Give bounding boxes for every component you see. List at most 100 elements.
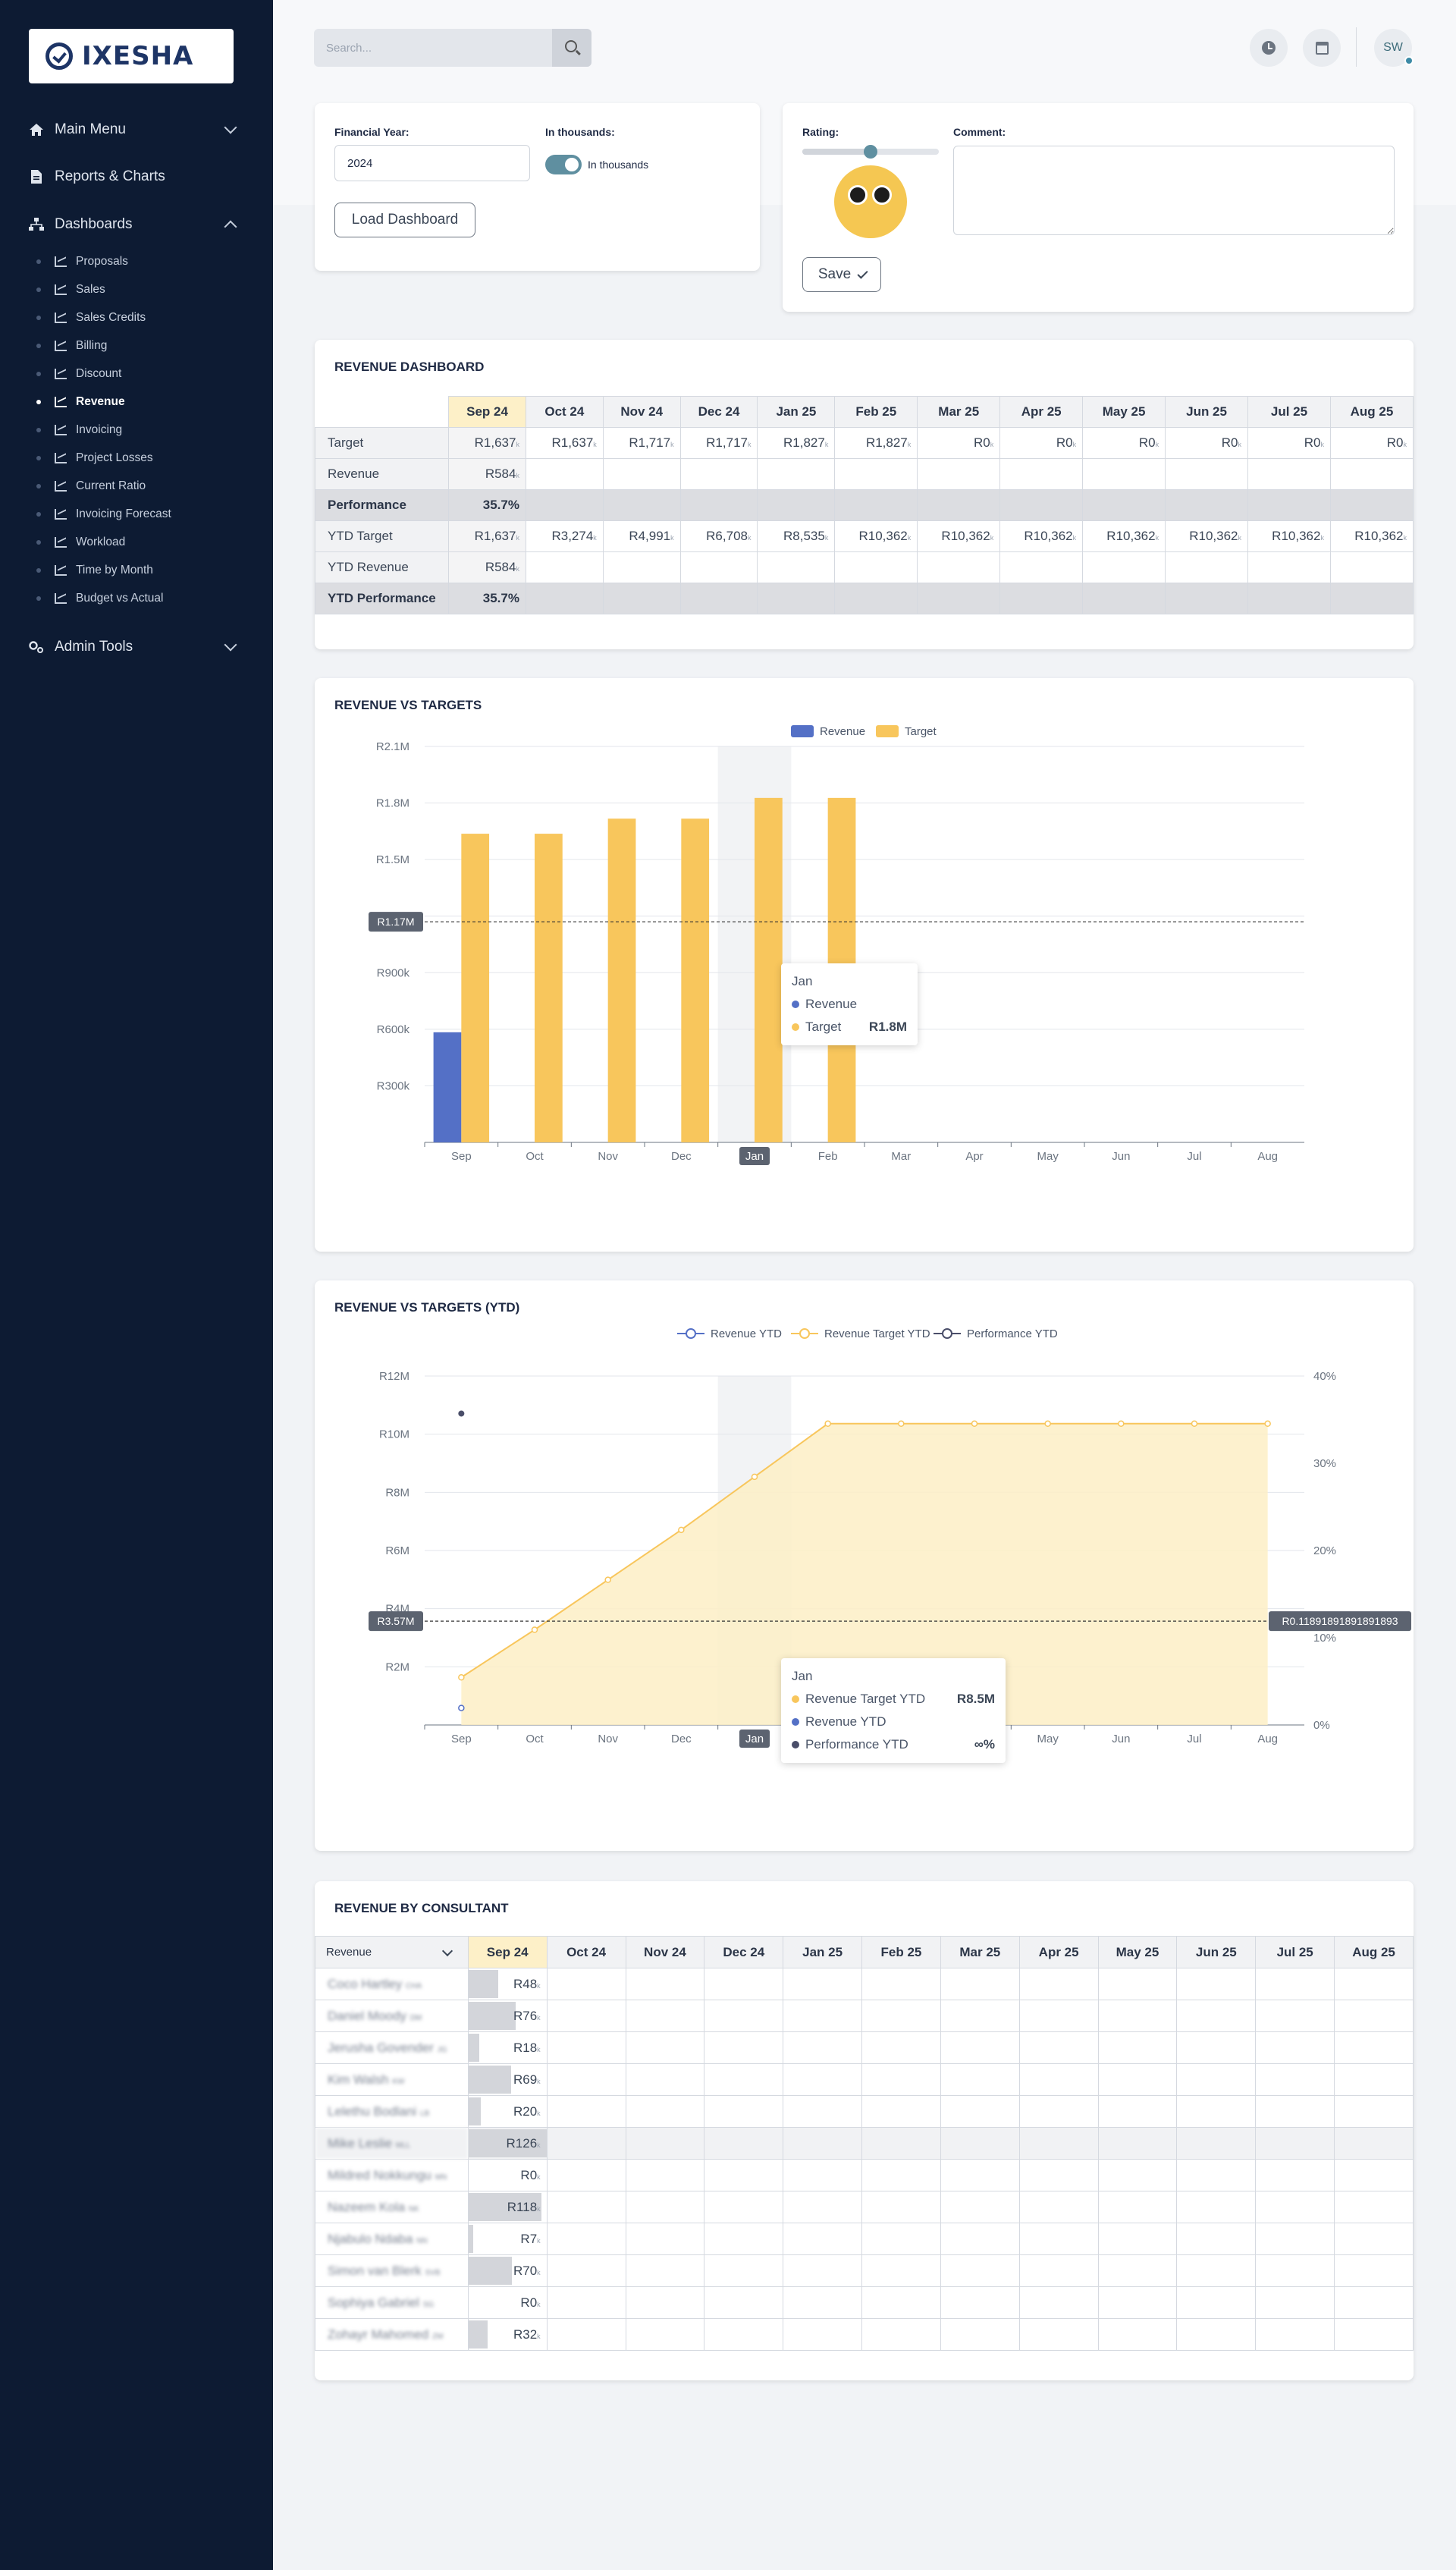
metric-select[interactable]: Revenue bbox=[315, 1936, 469, 1968]
bar-target[interactable] bbox=[681, 818, 710, 1142]
sidebar-item-sales[interactable]: Sales bbox=[36, 283, 105, 297]
tooltip-value: ∞% bbox=[974, 1737, 995, 1752]
legend-label[interactable]: Target bbox=[905, 725, 937, 738]
target-point[interactable] bbox=[604, 1576, 611, 1583]
legend-label[interactable]: Revenue bbox=[820, 725, 865, 738]
table-cell bbox=[1334, 2095, 1414, 2128]
sidebar-item-billing[interactable]: Billing bbox=[36, 339, 107, 353]
legend-label[interactable]: Revenue YTD bbox=[711, 1327, 782, 1340]
consultant-row[interactable]: Daniel Moody DM R76k bbox=[315, 2000, 1414, 2032]
consultant-row[interactable]: Zohayr Mahomed ZM R32k bbox=[315, 2318, 1414, 2351]
search-button[interactable] bbox=[552, 29, 592, 67]
avatar[interactable]: SW bbox=[1374, 29, 1414, 67]
financial-year-input[interactable] bbox=[334, 145, 530, 181]
target-point[interactable] bbox=[1044, 1420, 1051, 1428]
target-point[interactable] bbox=[1191, 1420, 1198, 1428]
target-point[interactable] bbox=[751, 1473, 758, 1481]
target-point[interactable] bbox=[971, 1420, 978, 1428]
sidebar-item-time-by-month[interactable]: Time by Month bbox=[36, 564, 153, 577]
table-cell bbox=[625, 2095, 705, 2128]
bar-target[interactable] bbox=[461, 834, 490, 1142]
cell-value: R1,717 bbox=[629, 435, 671, 450]
bullet-dot bbox=[36, 316, 41, 320]
sidebar-item-discount[interactable]: Discount bbox=[36, 367, 121, 381]
consultant-row[interactable]: Njabulo Ndaba NN R7k bbox=[315, 2223, 1414, 2255]
cell-value: R10,362 bbox=[1024, 529, 1073, 543]
bar-revenue[interactable] bbox=[433, 1032, 462, 1142]
rating-slider-handle[interactable] bbox=[864, 145, 877, 159]
legend-marker[interactable] bbox=[942, 1328, 952, 1339]
revenue-ytd-point[interactable] bbox=[458, 1704, 465, 1711]
target-point[interactable] bbox=[898, 1420, 905, 1428]
consultant-row[interactable]: Mike Leslie MLL R126k bbox=[315, 2127, 1414, 2160]
month-header: Dec 24 bbox=[679, 396, 758, 428]
consultant-row[interactable]: Coco Hartley CHA R48k bbox=[315, 1968, 1414, 2000]
consultant-row[interactable]: Nazeem Kola NK R118k bbox=[315, 2191, 1414, 2223]
sidebar-item-sales-credits[interactable]: Sales Credits bbox=[36, 311, 146, 325]
sidebar-item-proposals[interactable]: Proposals bbox=[36, 255, 128, 269]
load-dashboard-button[interactable]: Load Dashboard bbox=[334, 203, 475, 237]
table-cell: R3,274k bbox=[525, 520, 604, 552]
table-cell bbox=[1018, 2031, 1099, 2064]
rating-label: Rating: bbox=[802, 126, 839, 138]
sidebar-item-current-ratio[interactable]: Current Ratio bbox=[36, 479, 146, 493]
sidebar-item-invoicing[interactable]: Invoicing bbox=[36, 423, 122, 437]
month-header: Jul 25 bbox=[1247, 396, 1331, 428]
consultant-name: Mike Leslie MLL bbox=[315, 2127, 469, 2160]
x-tick-label: Jan bbox=[745, 1150, 764, 1163]
history-button[interactable] bbox=[1250, 29, 1288, 67]
legend-marker[interactable] bbox=[686, 1328, 696, 1339]
nav-reports[interactable]: Reports & Charts bbox=[29, 168, 235, 185]
consultant-row[interactable]: Jerusha Govender JG R18k bbox=[315, 2031, 1414, 2064]
consultant-sep-value: R0k bbox=[467, 2286, 548, 2319]
nav-main-menu[interactable]: Main Menu bbox=[29, 121, 237, 138]
sidebar-item-invoicing-forecast[interactable]: Invoicing Forecast bbox=[36, 507, 171, 521]
logo[interactable]: IXESHA bbox=[29, 29, 234, 83]
bar-target[interactable] bbox=[755, 797, 783, 1142]
target-point[interactable] bbox=[1118, 1420, 1125, 1428]
target-line[interactable] bbox=[460, 1422, 1268, 1679]
nav-admin-tools[interactable]: Admin Tools bbox=[29, 638, 237, 655]
consultant-row[interactable]: Kim Walsh KW R69k bbox=[315, 2063, 1414, 2096]
cell-value: R10,362 bbox=[858, 529, 908, 543]
search-input[interactable] bbox=[314, 29, 551, 67]
table-cell: R1,637k bbox=[448, 427, 526, 459]
legend-swatch[interactable] bbox=[791, 725, 814, 737]
tooltip-value: R8.5M bbox=[956, 1692, 995, 1706]
calendar-button[interactable] bbox=[1303, 29, 1341, 67]
thousands-toggle[interactable] bbox=[545, 155, 582, 174]
sidebar-item-workload[interactable]: Workload bbox=[36, 536, 125, 549]
target-point[interactable] bbox=[531, 1626, 538, 1633]
save-button[interactable]: Save bbox=[802, 257, 881, 292]
target-point[interactable] bbox=[1264, 1420, 1271, 1428]
performance-point[interactable] bbox=[458, 1410, 465, 1417]
table-cell bbox=[625, 2031, 705, 2064]
rating-slider[interactable] bbox=[802, 145, 939, 159]
unit-suffix: k bbox=[670, 534, 674, 542]
target-point[interactable] bbox=[678, 1526, 685, 1534]
sidebar-item-project-losses[interactable]: Project Losses bbox=[36, 451, 153, 465]
sidebar-item-label: Invoicing Forecast bbox=[76, 507, 171, 520]
sidebar-item-revenue[interactable]: Revenue bbox=[36, 395, 125, 409]
bar-target[interactable] bbox=[535, 834, 563, 1142]
legend-label[interactable]: Revenue Target YTD bbox=[824, 1327, 930, 1340]
comment-textarea[interactable] bbox=[953, 146, 1395, 235]
target-point[interactable] bbox=[458, 1673, 465, 1681]
bullet-dot bbox=[36, 400, 41, 404]
legend-label[interactable]: Performance YTD bbox=[967, 1327, 1058, 1340]
legend-marker[interactable] bbox=[799, 1328, 810, 1339]
consultant-row[interactable]: Lelethu Bodlani LB R20k bbox=[315, 2095, 1414, 2128]
tooltip-row: Target R1.8M bbox=[792, 1020, 907, 1035]
target-point[interactable] bbox=[824, 1420, 831, 1428]
table-cell bbox=[1097, 2031, 1178, 2064]
bar-target[interactable] bbox=[607, 818, 636, 1142]
consultant-row[interactable]: Mildred Nokkungu MN R0k bbox=[315, 2159, 1414, 2191]
nav-dashboards[interactable]: Dashboards bbox=[29, 216, 237, 234]
consultant-row[interactable]: Simon van Blerk SVB R70k bbox=[315, 2254, 1414, 2287]
table-cell bbox=[1176, 2000, 1257, 2032]
legend-swatch[interactable] bbox=[876, 725, 899, 737]
consultant-row[interactable]: Sophiya Gabriel SG R0k bbox=[315, 2286, 1414, 2319]
cell-value: R0 bbox=[1386, 435, 1404, 450]
cell-value: R1,637 bbox=[551, 435, 594, 450]
sidebar-item-budget-vs-actual[interactable]: Budget vs Actual bbox=[36, 592, 163, 605]
